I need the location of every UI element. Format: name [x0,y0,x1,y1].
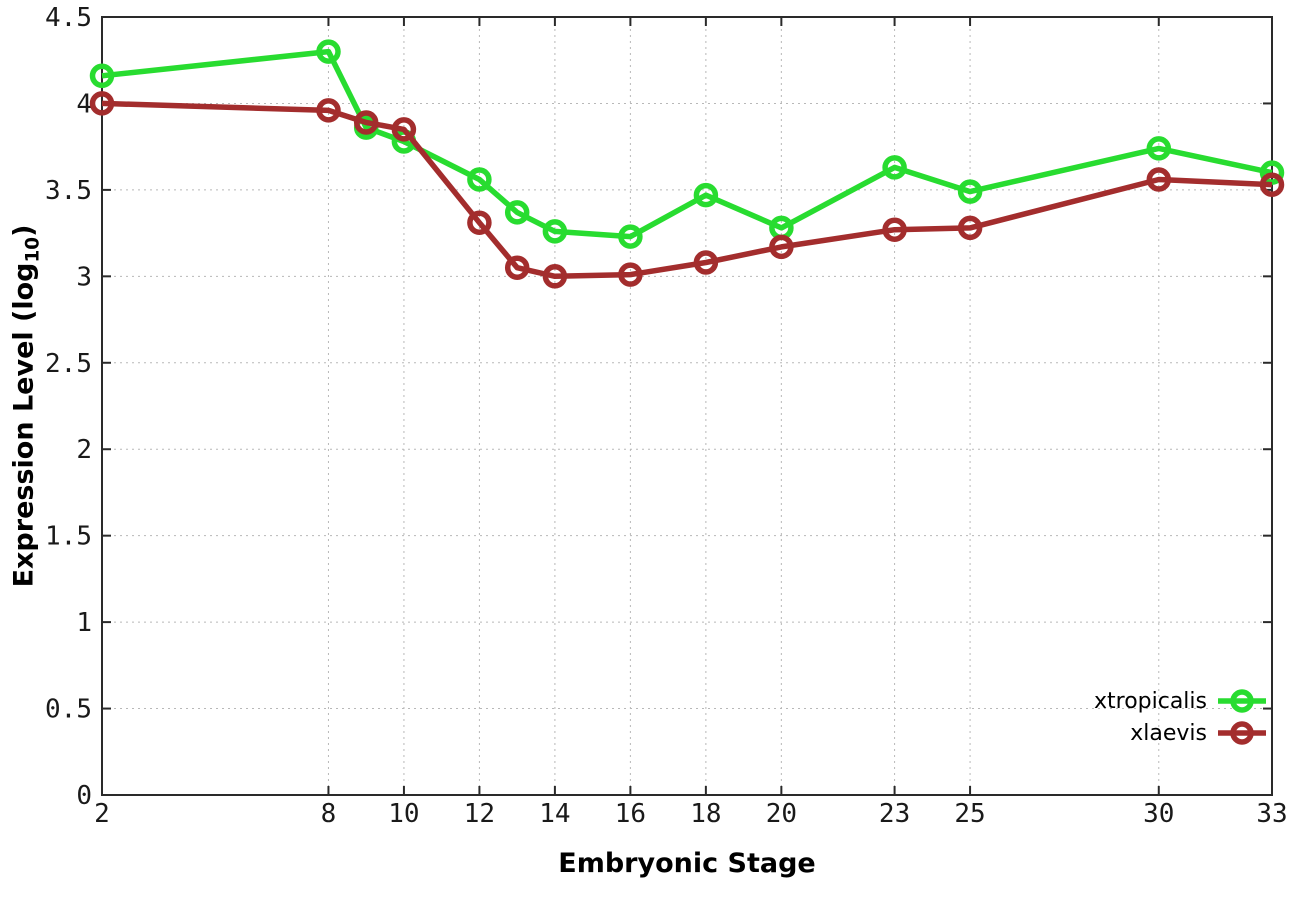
y-tick-label: 4.5 [45,3,92,33]
data-point-xtropicalis [1146,136,1172,161]
y-tick-label: 2 [76,435,92,465]
x-tick-label: 8 [321,799,337,829]
line-point-marker-icon [1218,689,1266,713]
y-tick-label: 1 [76,608,92,638]
x-tick-label: 10 [388,799,419,829]
x-axis-title: Embryonic Stage [102,848,1272,879]
series-line-xlaevis [101,100,1273,280]
legend-item-xlaevis: xlaevis [1094,719,1268,747]
plot-border [101,16,1273,796]
data-point-xtropicalis [89,63,115,89]
data-point-xlaevis [769,234,794,260]
data-point-xlaevis [618,262,643,287]
x-tick-label: 14 [539,799,570,829]
legend-label: xlaevis [1130,720,1207,746]
y-tick-label: 3 [76,262,92,292]
data-point-xlaevis [542,264,568,289]
x-tick-label: 18 [690,799,721,829]
data-point-xtropicalis [542,219,568,244]
data-point-xlaevis [882,217,907,242]
y-axis-title-suffix: ) [8,224,40,237]
data-point-xlaevis [957,215,983,241]
y-tick-label: 0.5 [45,695,92,725]
x-tick-label: 16 [615,799,646,829]
data-point-xlaevis [504,255,530,280]
x-tick-label: 20 [766,799,797,829]
line-point-marker-icon [1218,721,1266,745]
data-point-xlaevis [693,250,719,275]
x-tick-label: 12 [464,799,495,829]
x-tick-label: 33 [1256,799,1287,829]
y-tick-label: 2.5 [45,349,92,379]
data-point-xtropicalis [693,182,719,208]
x-axis-title-text: Embryonic Stage [558,848,816,879]
series-line-xtropicalis [101,48,1273,240]
x-tick-label: 23 [879,799,910,829]
data-point-xlaevis [353,110,379,135]
data-point-xtropicalis [618,224,643,249]
data-point-xtropicalis [957,179,983,204]
legend-label: xtropicalis [1093,688,1207,714]
x-tick-label: 25 [954,799,985,829]
data-point-xlaevis [89,91,115,116]
data-point-xlaevis [1146,167,1172,192]
data-point-xlaevis [1259,172,1285,197]
data-point-xlaevis [391,117,417,142]
data-point-xtropicalis [504,200,530,225]
y-axis-title-prefix: Expression Level (log [8,262,40,588]
data-point-xlaevis [467,210,492,235]
y-tick-label: 0 [76,781,92,811]
y-axis-title-subscript: 10 [22,236,44,263]
data-point-xtropicalis [316,39,341,64]
data-point-xtropicalis [882,155,907,180]
y-tick-label: 3.5 [45,176,92,206]
y-tick-label: 1.5 [45,522,92,552]
data-point-xlaevis [316,98,341,123]
x-tick-label: 2 [94,799,110,829]
x-tick-label: 30 [1143,799,1174,829]
data-point-xtropicalis [467,167,492,192]
legend: xtropicalis xlaevis [1094,687,1268,747]
legend-item-xtropicalis: xtropicalis [1094,687,1268,715]
y-tick-label: 4 [76,89,92,119]
y-axis-title: Expression Level (log10) [8,225,43,588]
